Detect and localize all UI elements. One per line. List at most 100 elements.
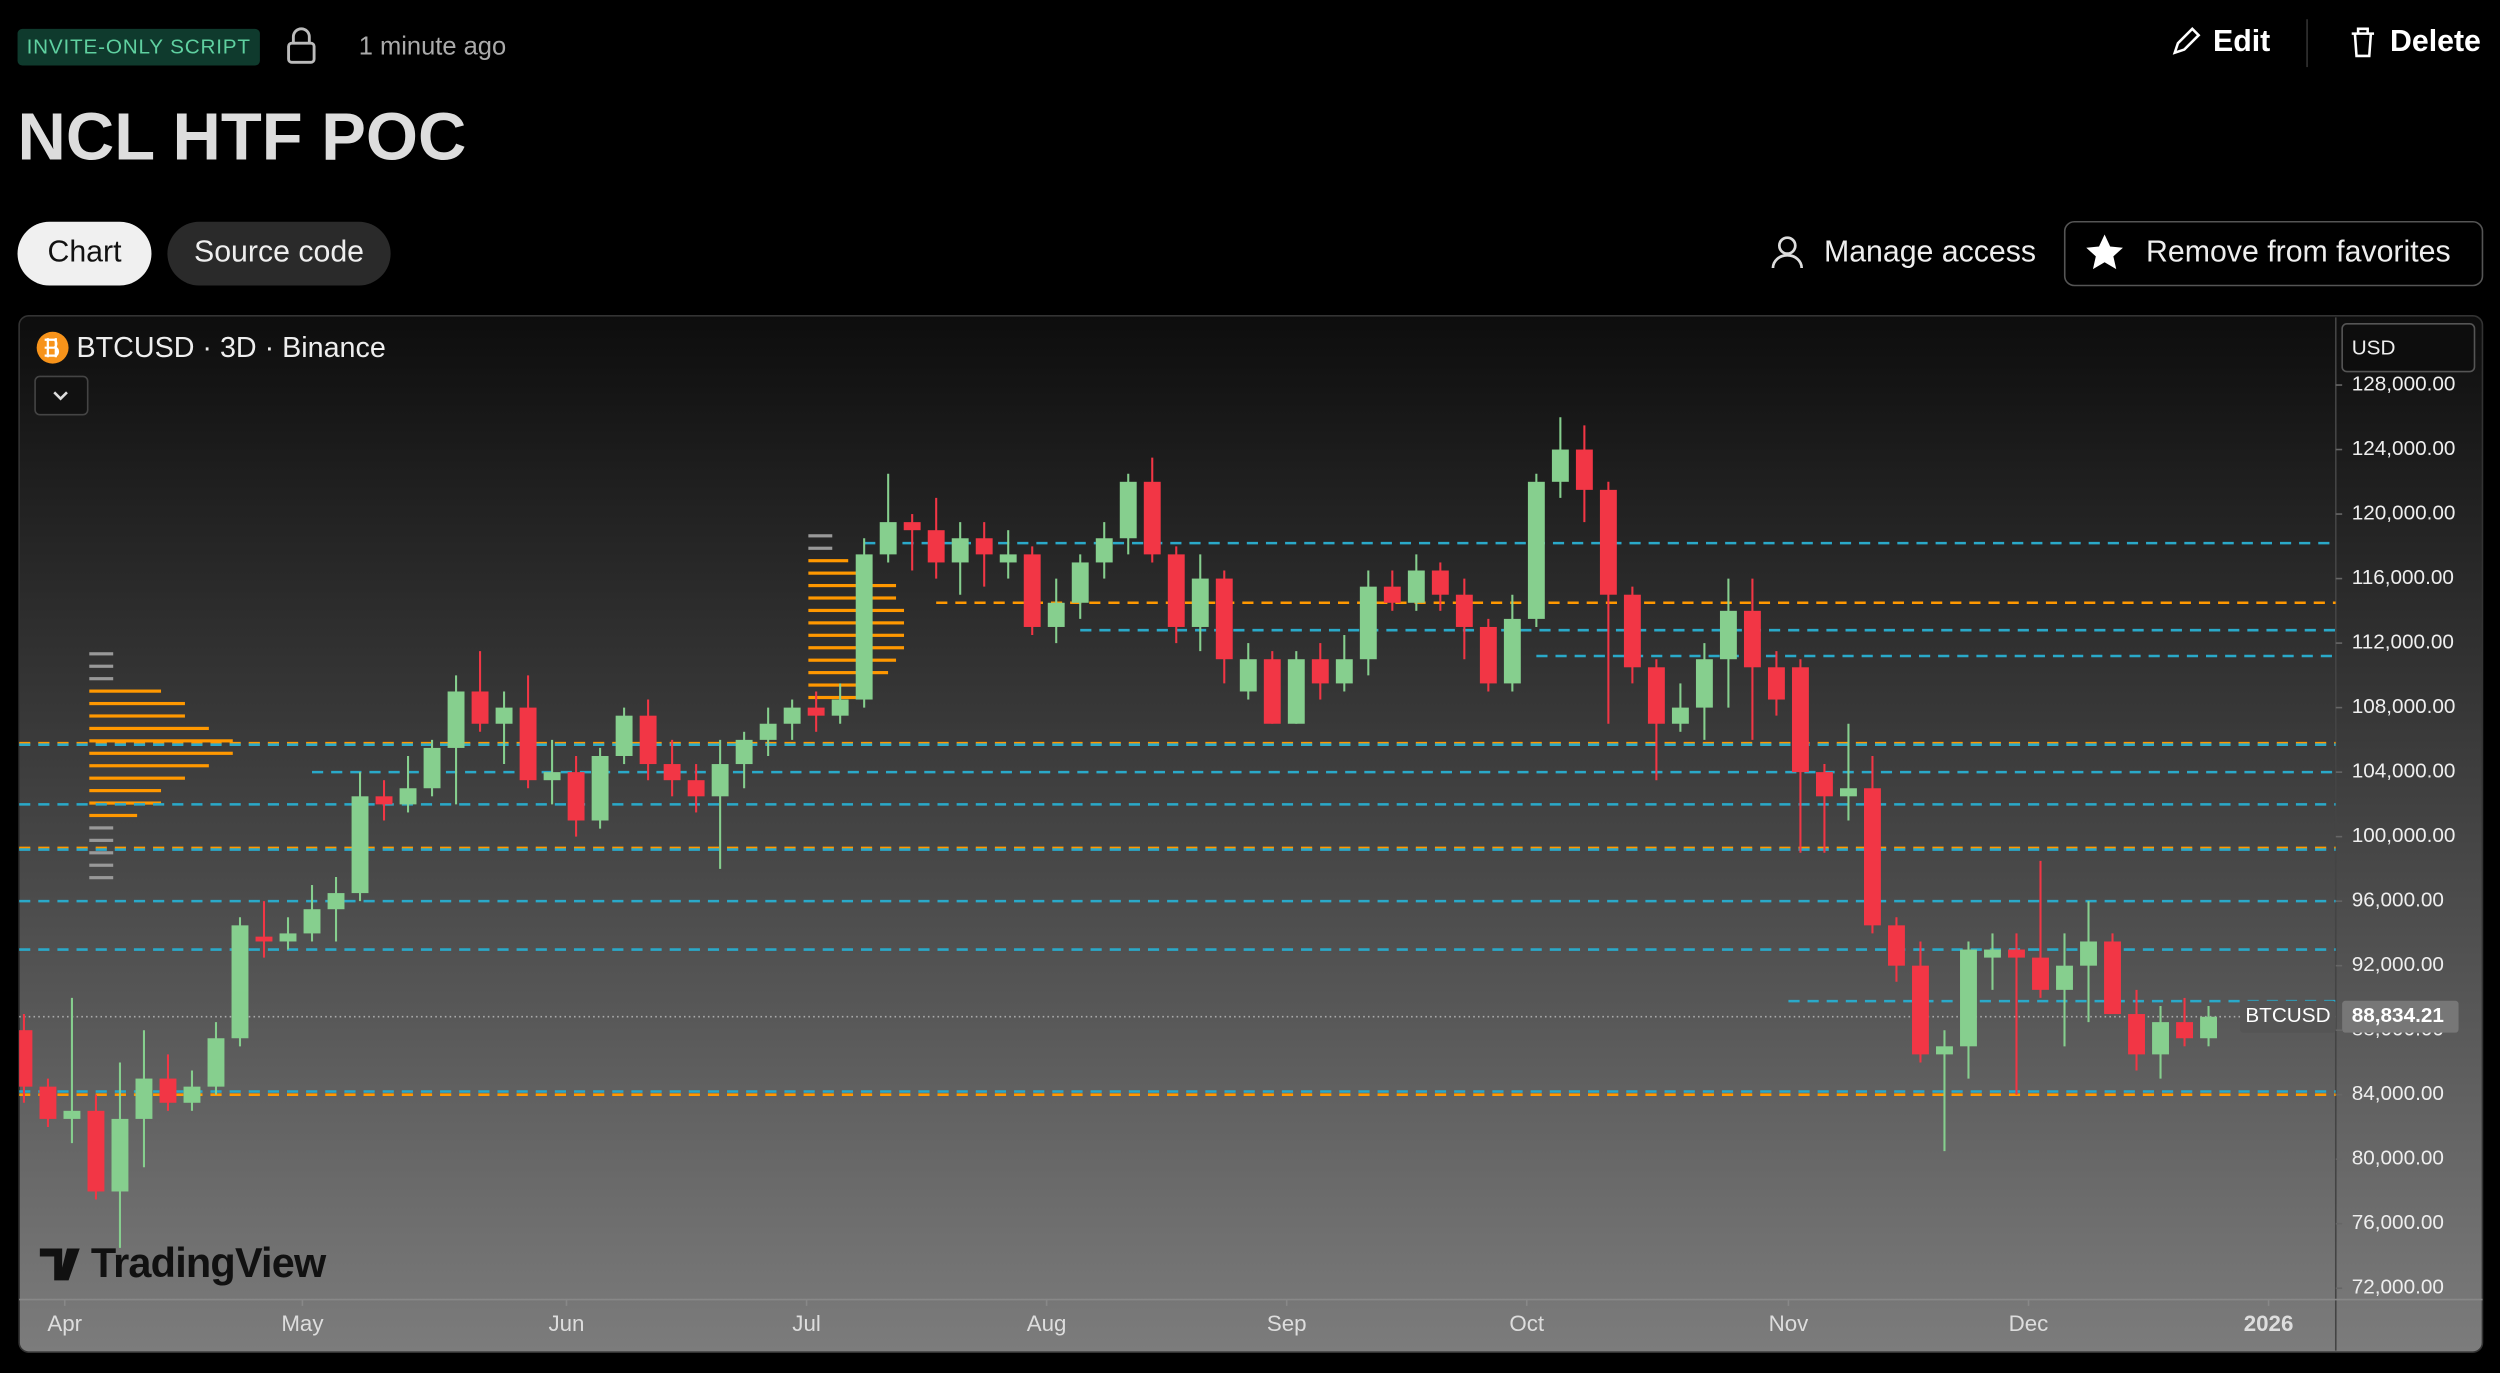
manage-access[interactable]: Manage access bbox=[1824, 236, 2036, 269]
candle-body bbox=[1575, 449, 1593, 490]
volume-profile-row bbox=[89, 801, 162, 805]
candle-body bbox=[1719, 610, 1737, 660]
x-tick-label: Dec bbox=[2009, 1311, 2049, 1336]
candle-body bbox=[495, 707, 513, 724]
candle-body bbox=[591, 755, 609, 821]
edit-button[interactable]: Edit bbox=[2213, 25, 2270, 58]
candle-body bbox=[1215, 578, 1233, 660]
chevron bbox=[53, 391, 68, 401]
delete-icon bbox=[2351, 27, 2375, 58]
volume-profile-row bbox=[89, 789, 162, 793]
person-icon bbox=[1771, 236, 1804, 269]
volume-profile-row bbox=[89, 826, 114, 830]
candle-body bbox=[999, 554, 1017, 563]
candle-body bbox=[951, 538, 969, 563]
candle-body bbox=[1287, 659, 1305, 724]
candle-body bbox=[519, 707, 537, 781]
candle-body bbox=[663, 764, 681, 781]
x-tick-label: 2026 bbox=[2244, 1311, 2294, 1336]
volume-profile-row bbox=[89, 726, 209, 731]
candle-body bbox=[1167, 554, 1185, 627]
x-tick-label: Jun bbox=[548, 1311, 584, 1336]
candle-body bbox=[1023, 554, 1041, 627]
tab-source[interactable] bbox=[167, 221, 391, 286]
y-tick-label: 128,000.00 bbox=[2352, 372, 2456, 395]
candle-body bbox=[87, 1110, 105, 1192]
candle-body bbox=[135, 1078, 153, 1119]
x-tick-label: Jul bbox=[792, 1311, 821, 1336]
candle-body bbox=[207, 1038, 225, 1087]
candle-body bbox=[1455, 594, 1473, 627]
volume-profile-row bbox=[89, 776, 185, 780]
candle-body bbox=[351, 796, 369, 894]
watermark: TradingView bbox=[91, 1239, 327, 1286]
volume-profile-row bbox=[89, 764, 209, 768]
y-tick-label: 96,000.00 bbox=[2352, 889, 2444, 912]
tv-logo bbox=[39, 1248, 80, 1281]
tab-chart[interactable] bbox=[17, 221, 152, 286]
candle-body bbox=[1551, 449, 1569, 482]
last-tag: BTCUSD bbox=[2245, 1004, 2330, 1027]
tab-chart-label[interactable]: Chart bbox=[47, 236, 122, 269]
y-tick-label: 104,000.00 bbox=[2352, 760, 2456, 783]
candle-body bbox=[1143, 481, 1161, 555]
volume-profile-row bbox=[89, 838, 114, 842]
favorite-label[interactable]: Remove from favorites bbox=[2146, 236, 2451, 269]
candle-body bbox=[1695, 659, 1713, 708]
candle-body bbox=[567, 772, 585, 821]
candle-body bbox=[1047, 602, 1065, 627]
tab-source-label[interactable]: Source code bbox=[194, 236, 364, 269]
candle-body bbox=[807, 707, 825, 716]
candle-body bbox=[2032, 957, 2049, 990]
candle-body bbox=[279, 933, 297, 942]
candle-body bbox=[159, 1078, 177, 1103]
badge-text: INVITE-ONLY SCRIPT bbox=[27, 35, 251, 58]
volume-profile-row bbox=[89, 689, 162, 693]
volume-profile-row bbox=[89, 701, 185, 706]
last-price-box bbox=[2342, 1000, 2459, 1033]
candle-body bbox=[711, 764, 729, 797]
candle-body bbox=[687, 780, 705, 797]
candle-body bbox=[1936, 1046, 1953, 1055]
volume-profile-row bbox=[89, 863, 114, 867]
volume-profile-row bbox=[808, 546, 833, 550]
candle-body bbox=[1839, 788, 1857, 797]
currency[interactable]: USD bbox=[2352, 337, 2396, 360]
candle-body bbox=[303, 909, 321, 934]
candle-body bbox=[1311, 659, 1329, 684]
delete-button[interactable]: Delete bbox=[2390, 25, 2481, 58]
candle-body bbox=[255, 936, 273, 942]
candle-body bbox=[1888, 925, 1905, 966]
currency-box[interactable] bbox=[2341, 322, 2476, 373]
candle-body bbox=[1503, 618, 1521, 684]
candle-body bbox=[1527, 481, 1545, 619]
favorite-button[interactable] bbox=[2063, 220, 2484, 287]
candle-body bbox=[1359, 586, 1377, 660]
volume-profile-row bbox=[808, 658, 897, 662]
volume-profile-row bbox=[808, 596, 897, 600]
timestamp: 1 minute ago bbox=[359, 33, 506, 61]
candle-body bbox=[1743, 610, 1761, 668]
candle-body bbox=[1912, 965, 1929, 1055]
candle-body bbox=[19, 1030, 33, 1087]
collapse-button[interactable] bbox=[34, 375, 89, 416]
candle-body bbox=[1431, 570, 1449, 595]
candle-body bbox=[1191, 578, 1209, 627]
last-tag-box bbox=[2240, 1000, 2336, 1033]
candle-body bbox=[2080, 941, 2097, 966]
candle-body bbox=[63, 1110, 81, 1119]
candle-body bbox=[2104, 941, 2121, 1015]
candle-body bbox=[183, 1086, 201, 1103]
candle-body bbox=[1599, 489, 1617, 595]
y-tick-label: 124,000.00 bbox=[2352, 437, 2456, 460]
candle-body bbox=[1479, 626, 1497, 684]
candle-body bbox=[639, 715, 657, 765]
candle-body bbox=[615, 715, 633, 756]
y-tick-label: 108,000.00 bbox=[2352, 695, 2456, 718]
candle-body bbox=[735, 739, 753, 765]
volume-profile-row bbox=[808, 695, 857, 700]
last-price-label: 88,834.21 bbox=[2352, 1004, 2444, 1027]
y-tick-label: 100,000.00 bbox=[2352, 824, 2456, 847]
volume-profile-row bbox=[89, 677, 114, 681]
